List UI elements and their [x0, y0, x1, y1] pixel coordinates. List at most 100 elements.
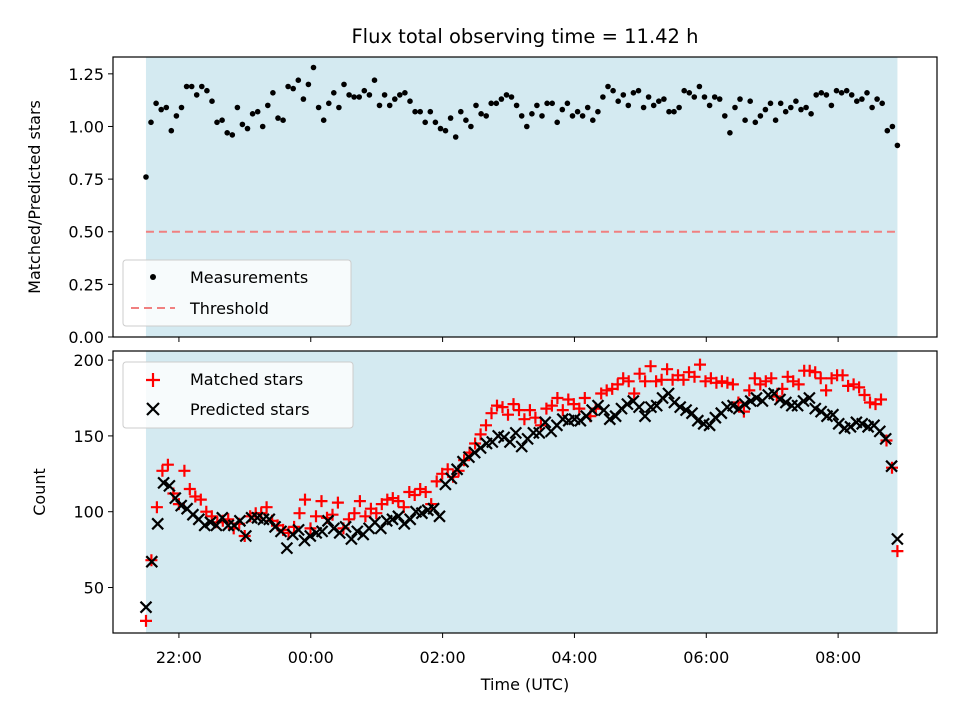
- matched-star-point: [150, 501, 163, 514]
- matched-star-point: [491, 399, 503, 412]
- predicted-star-point: [292, 523, 305, 537]
- measurement-point: [686, 90, 693, 96]
- measurement-point: [259, 123, 266, 130]
- measurement-point: [610, 87, 616, 94]
- predicted-star-point: [662, 387, 675, 400]
- predicted-star-point: [174, 499, 188, 512]
- ratio-y-tick-label: 0.25: [68, 275, 104, 294]
- measurement-point: [376, 102, 383, 109]
- measurement-point: [656, 98, 662, 104]
- matched-star-point: [715, 375, 728, 388]
- matched-star-point: [743, 384, 756, 397]
- measurement-point: [209, 98, 215, 104]
- measurement-point: [458, 108, 464, 115]
- predicted-star-point: [233, 514, 247, 528]
- matched-star-point: [315, 495, 328, 508]
- measurement-point: [503, 92, 510, 98]
- count-y-axis-label: Count: [30, 468, 49, 516]
- predicted-star-point: [509, 426, 523, 440]
- matched-star-point: [820, 384, 833, 397]
- matched-star-point: [809, 366, 822, 379]
- measurement-point: [767, 100, 774, 107]
- predicted-star-point: [169, 491, 182, 505]
- measurement-point: [234, 104, 241, 111]
- measurement-point: [696, 83, 703, 90]
- measurement-point: [590, 117, 596, 123]
- measurement-point: [595, 108, 601, 115]
- measurement-point: [305, 81, 312, 88]
- predicted-star-point: [691, 414, 705, 427]
- matched-star-point: [518, 413, 531, 426]
- predicted-star-point: [151, 517, 164, 531]
- measurement-point: [747, 98, 753, 104]
- ratio-legend-box: [122, 259, 352, 327]
- matched-star-point: [688, 370, 701, 383]
- matched-star-point: [161, 458, 174, 471]
- predicted-star-point: [321, 514, 335, 528]
- measurement-point: [188, 83, 195, 90]
- measurement-point: [859, 96, 865, 102]
- measurement-point: [772, 117, 779, 123]
- predicted-star-point: [210, 519, 223, 532]
- measurement-point: [569, 113, 576, 119]
- matched-star-point: [178, 464, 191, 477]
- measurement-point: [574, 108, 581, 115]
- measurement-point: [838, 90, 845, 96]
- predicted-star-point: [609, 409, 622, 423]
- ratio-y-tick-label: 0.50: [68, 223, 104, 242]
- matched-star-point: [260, 501, 273, 514]
- matched-star-point: [661, 363, 674, 376]
- legend-marker-matched: [146, 373, 160, 387]
- measurement-point: [468, 123, 474, 130]
- predicted-star-point: [204, 516, 217, 529]
- measurement-point: [691, 94, 698, 100]
- matched-star-point: [545, 399, 558, 412]
- matched-star-point: [156, 464, 169, 477]
- legend-label-predicted: Predicted stars: [190, 400, 310, 419]
- measurement-point: [823, 92, 830, 98]
- measurement-point: [300, 96, 307, 102]
- measurement-point: [605, 83, 611, 90]
- measurement-point: [666, 108, 672, 115]
- matched-star-point: [836, 369, 849, 382]
- count-x-tick-label: 00:00: [288, 648, 334, 667]
- measurement-point: [889, 123, 896, 130]
- matched-star-point: [633, 367, 646, 380]
- measurement-point: [661, 96, 667, 102]
- matched-star-point: [348, 507, 361, 520]
- predicted-star-point: [703, 419, 716, 432]
- x-axis-label: Time (UTC): [480, 675, 569, 694]
- matched-star-point: [496, 401, 509, 414]
- matched-star-point: [194, 493, 207, 506]
- measurement-point: [239, 121, 246, 128]
- matched-star-point: [853, 381, 866, 394]
- predicted-star-points: [139, 387, 904, 614]
- measurement-point: [422, 119, 429, 126]
- count-y-ticks: 50 100 150 200: [73, 351, 113, 598]
- count-y-tick-label: 50: [84, 579, 104, 598]
- measurement-point: [529, 111, 535, 117]
- measurement-point: [549, 100, 555, 107]
- predicted-star-point: [597, 403, 611, 417]
- matched-star-point: [650, 375, 663, 388]
- measurement-point: [757, 113, 764, 119]
- matched-star-point: [485, 407, 498, 420]
- measurement-point: [788, 104, 794, 111]
- predicted-star-point: [263, 513, 276, 526]
- measurement-point: [727, 130, 733, 136]
- predicted-star-point: [339, 520, 352, 534]
- predicted-star-point: [773, 393, 787, 406]
- measurement-point: [818, 90, 825, 96]
- count-x-ticks: 22:00 00:00 02:00 04:00 06:00 08:00: [156, 633, 861, 667]
- measurement-point: [716, 96, 723, 102]
- measurement-point: [833, 87, 840, 94]
- matched-star-point: [502, 408, 514, 421]
- measurement-point: [524, 123, 530, 130]
- measurement-point: [884, 127, 891, 134]
- matched-star-point: [331, 496, 344, 509]
- matched-star-point: [611, 378, 624, 391]
- matched-star-point: [842, 379, 855, 392]
- measurement-point: [803, 104, 809, 111]
- measurement-point: [671, 108, 677, 115]
- matched-star-point: [864, 396, 876, 409]
